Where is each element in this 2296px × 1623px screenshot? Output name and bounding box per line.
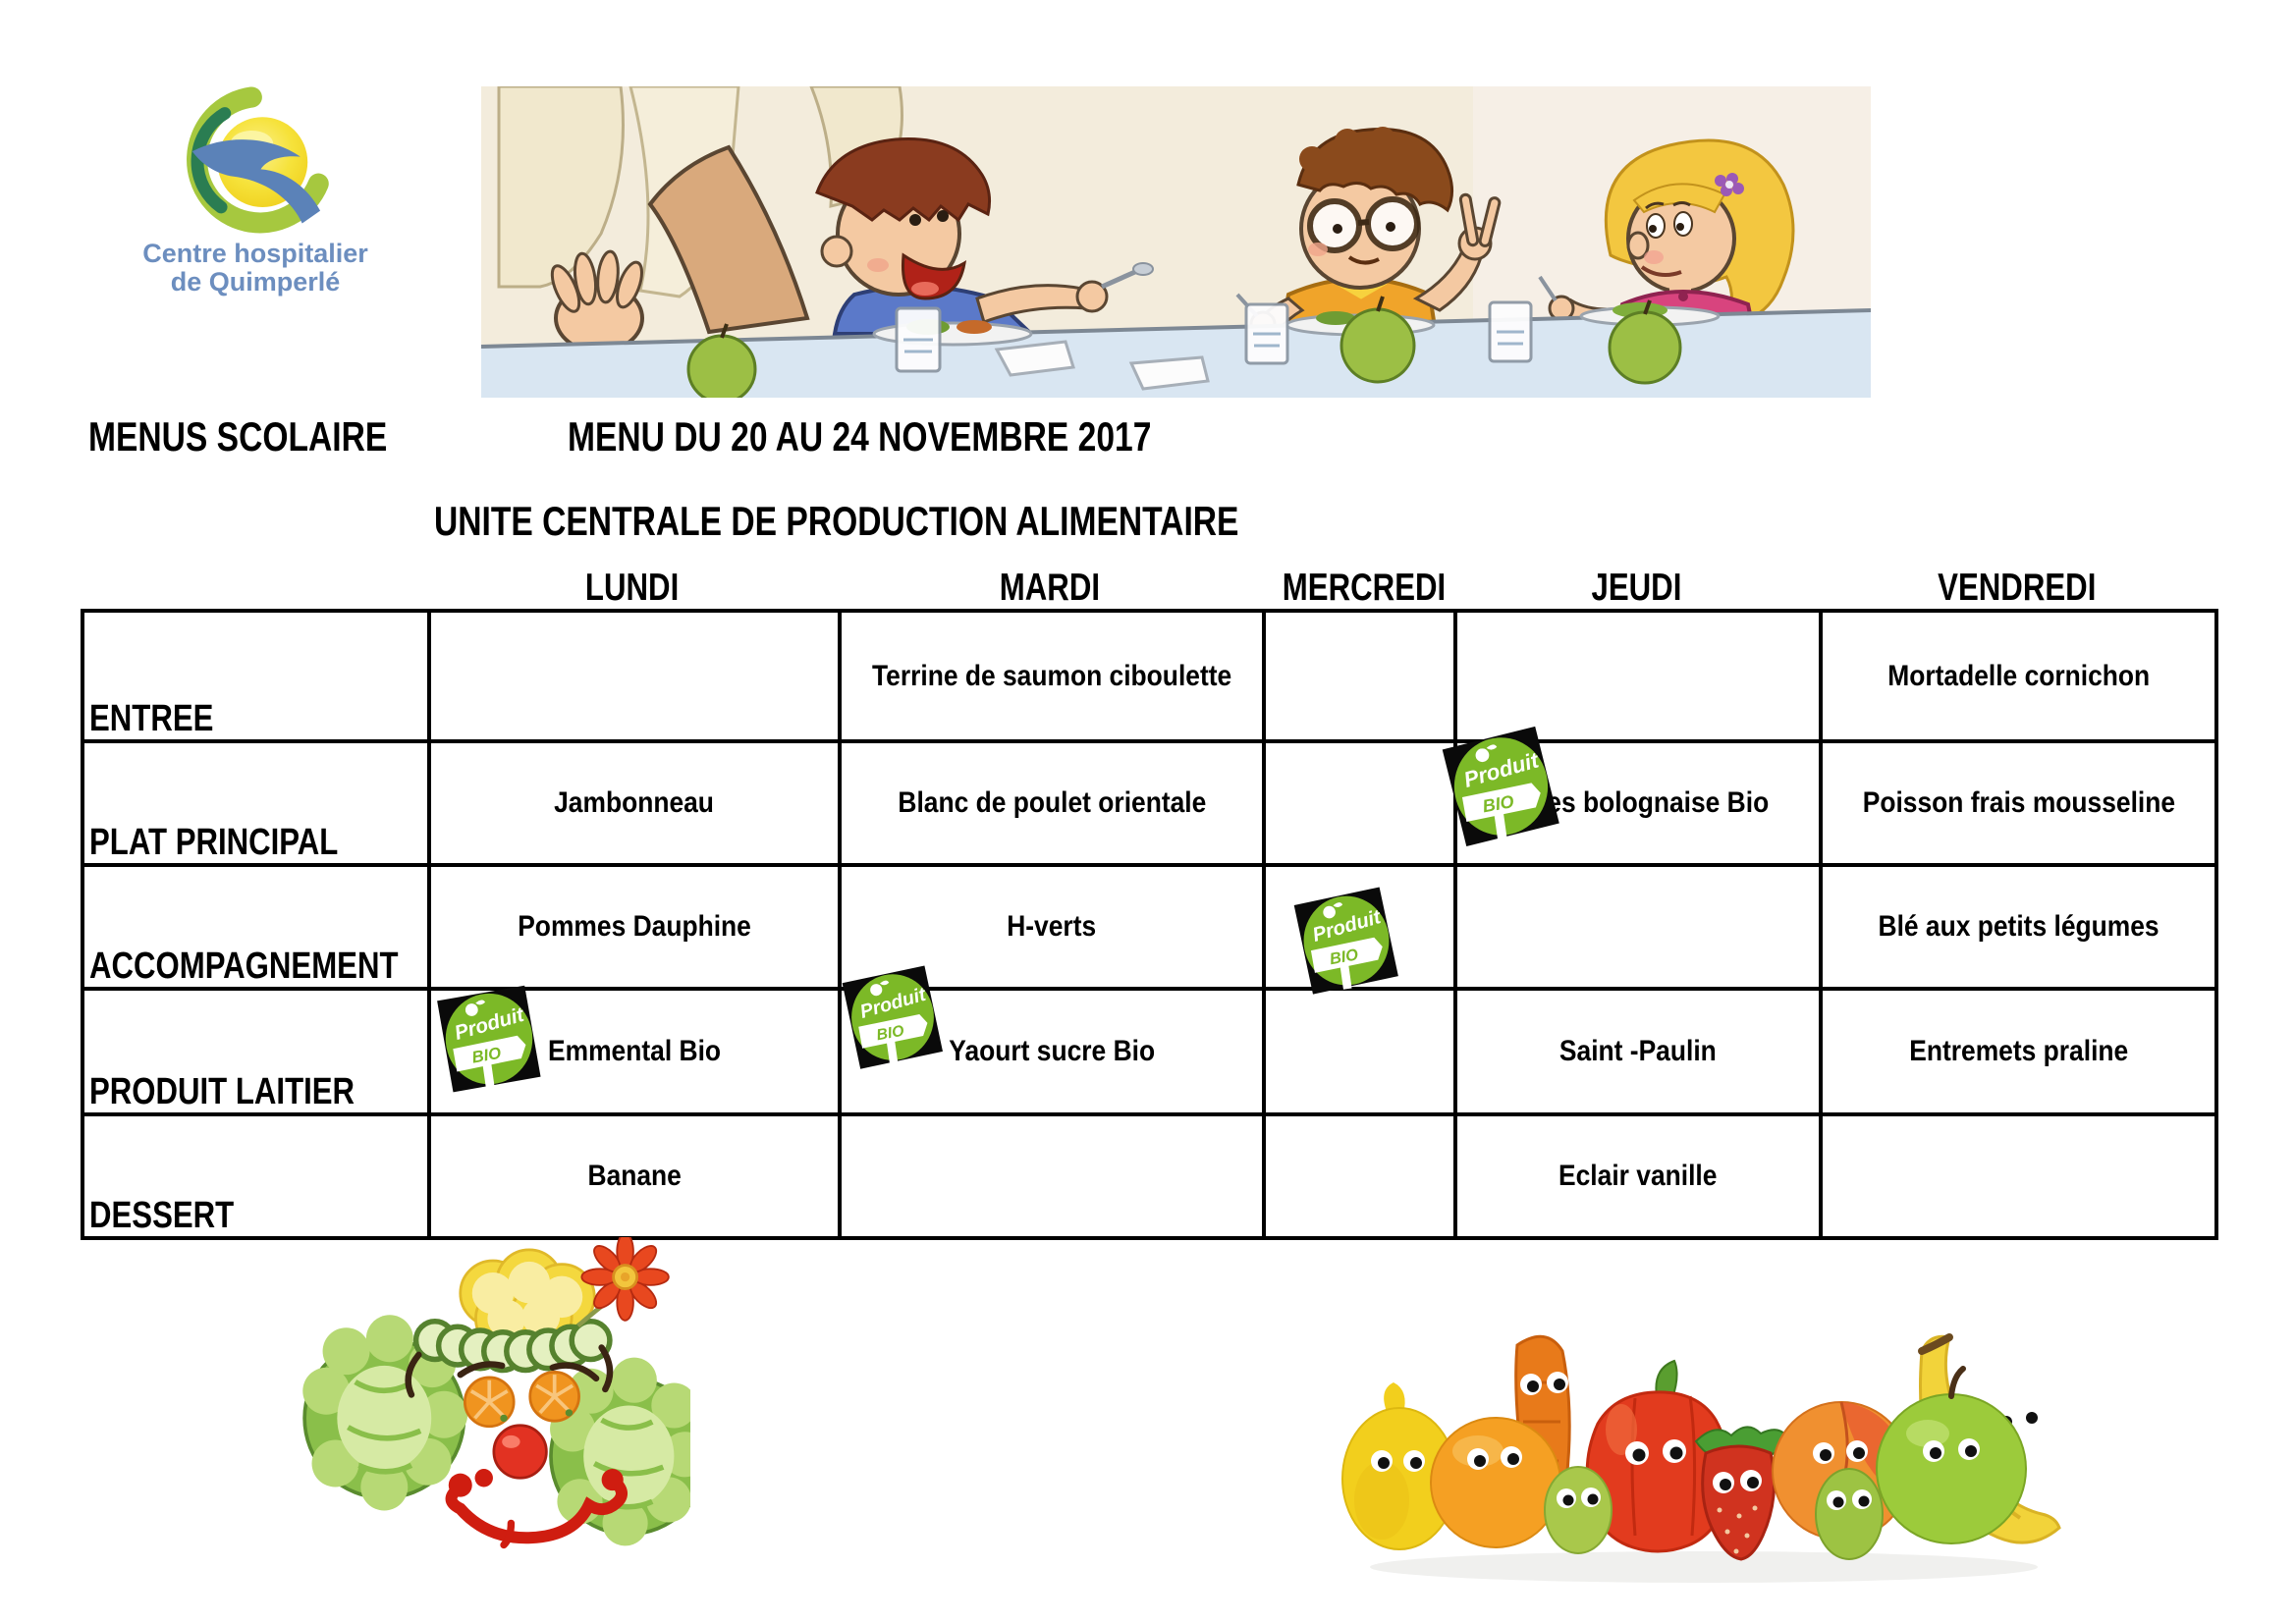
menu-week-title: MENU DU 20 AU 24 NOVEMBRE 2017 [568, 416, 1297, 458]
row-label-cell: PLAT PRINCIPAL [81, 739, 431, 867]
menu-cell-lundi-laitier: Emmental Bio [427, 987, 842, 1116]
day-header-row: LUNDI MARDI MERCREDI JEUDI VENDREDI [81, 566, 2214, 607]
vegetable-clown-image [283, 1237, 690, 1586]
boy-redhead [815, 136, 1154, 336]
menu-week-title-text: MENU DU 20 AU 24 NOVEMBRE 2017 [568, 413, 1152, 460]
green-apples [686, 296, 1682, 398]
row-label-cell: DESSERT [81, 1112, 431, 1240]
hospital-name-line1: Centre hospitalier [142, 239, 368, 268]
orange-fruit [1430, 1417, 1561, 1548]
menu-cell-mardi-laitier: Yaourt sucre Bio [838, 987, 1266, 1116]
table-row-entree: ENTREE Terrine de saumon ciboulette Mort… [81, 609, 2218, 743]
hospital-logo-icon [187, 86, 329, 234]
green-apple [1876, 1366, 2027, 1544]
day-header-vendredi: VENDREDI [1937, 567, 2097, 609]
row-label-entree: ENTREE [89, 698, 214, 740]
lemon [1341, 1382, 1457, 1550]
row-label-produit-laitier: PRODUIT LAITIER [89, 1071, 355, 1113]
menu-cell-mercredi-accompagnement [1262, 863, 1457, 991]
production-unit-subtitle: UNITE CENTRALE DE PRODUCTION ALIMENTAIRE [434, 501, 1440, 542]
day-header-lundi: LUNDI [585, 567, 680, 609]
menu-cell-mardi-entree: Terrine de saumon ciboulette [838, 609, 1266, 743]
eyebrows [405, 1344, 614, 1398]
row-label-cell: ACCOMPAGNEMENT [81, 863, 431, 991]
cucumber-brim [412, 1318, 613, 1374]
menus-scolaire-title: MENUS SCOLAIRE [88, 413, 388, 460]
weekly-menu-table: ENTREE Terrine de saumon ciboulette Mort… [81, 609, 2218, 1240]
menu-cell-mardi-plat: Blanc de poulet orientale [838, 739, 1266, 867]
ketchup-smile [445, 1469, 628, 1549]
hospital-logo: Centre hospitalier de Quimperlé [128, 86, 383, 297]
tomato-nose [492, 1424, 548, 1480]
row-label-plat-principal: PLAT PRINCIPAL [89, 822, 339, 864]
orange-eyes [463, 1371, 580, 1429]
small-lime [1815, 1468, 1884, 1560]
menu-cell-vendredi-entree: Mortadelle cornichon [1819, 609, 2218, 743]
day-header-mardi: MARDI [999, 567, 1101, 609]
menu-cell-jeudi-dessert: Eclair vanille [1453, 1112, 1823, 1240]
red-pepper [1585, 1359, 1730, 1553]
menu-cell-vendredi-accompagnement: Blé aux petits légumes [1819, 863, 2218, 991]
children-lunch-cartoon [481, 86, 1871, 398]
day-header-mercredi: MERCREDI [1282, 567, 1447, 609]
day-header-jeudi: JEUDI [1591, 567, 1681, 609]
menu-cell-mercredi-dessert [1262, 1112, 1457, 1240]
lettuce-right [549, 1357, 690, 1546]
menu-cell-jeudi-laitier: Saint -Paulin [1453, 987, 1823, 1116]
menu-cell-mardi-dessert [838, 1112, 1266, 1240]
menu-cell-mercredi-laitier [1262, 987, 1457, 1116]
adult-figure [497, 86, 903, 353]
table-row-dessert: DESSERT Banane Eclair vanille [81, 1112, 2218, 1240]
flower-hair-clip [1715, 173, 1744, 196]
napkins [994, 340, 1210, 391]
flower-decoration [576, 1237, 670, 1328]
green-grape [1544, 1466, 1613, 1554]
menu-cell-vendredi-plat: Poisson frais mousseline [1819, 739, 2218, 867]
menu-cell-jeudi-entree [1453, 609, 1823, 743]
strawberry [1694, 1426, 1790, 1561]
row-label-accompagnement: ACCOMPAGNEMENT [89, 946, 399, 988]
menu-cell-mercredi-entree [1262, 609, 1457, 743]
table-row-produit-laitier: PRODUIT LAITIER Emmental Bio Yaourt sucr… [81, 987, 2218, 1116]
menu-cell-lundi-dessert: Banane [427, 1112, 842, 1240]
menu-cell-lundi-plat: Jambonneau [427, 739, 842, 867]
water-glasses [895, 300, 1533, 373]
row-label-cell: PRODUIT LAITIER [81, 987, 431, 1116]
hospital-name-line2: de Quimperlé [170, 267, 341, 298]
production-unit-subtitle-text: UNITE CENTRALE DE PRODUCTION ALIMENTAIRE [434, 498, 1239, 544]
menu-cell-lundi-entree [427, 609, 842, 743]
googly-fruits-image [1311, 1314, 2087, 1600]
page-title: MENUS SCOLAIRE [88, 416, 462, 458]
row-label-dessert: DESSERT [89, 1195, 235, 1237]
row-label-cell: ENTREE [81, 609, 431, 743]
menu-cell-vendredi-dessert [1819, 1112, 2218, 1240]
menu-cell-jeudi-plat: Pates bolognaise Bio [1453, 739, 1823, 867]
menu-cell-vendredi-laitier: Entremets praline [1819, 987, 2218, 1116]
menu-cell-lundi-accompagnement: Pommes Dauphine [427, 863, 842, 991]
menu-cell-mardi-accompagnement: H-verts [838, 863, 1266, 991]
menu-cell-jeudi-accompagnement [1453, 863, 1823, 991]
table-row-accompagnement: ACCOMPAGNEMENT Pommes Dauphine H-verts B… [81, 863, 2218, 991]
menu-cell-mercredi-plat [1262, 739, 1457, 867]
table-row-plat-principal: PLAT PRINCIPAL Jambonneau Blanc de poule… [81, 739, 2218, 867]
